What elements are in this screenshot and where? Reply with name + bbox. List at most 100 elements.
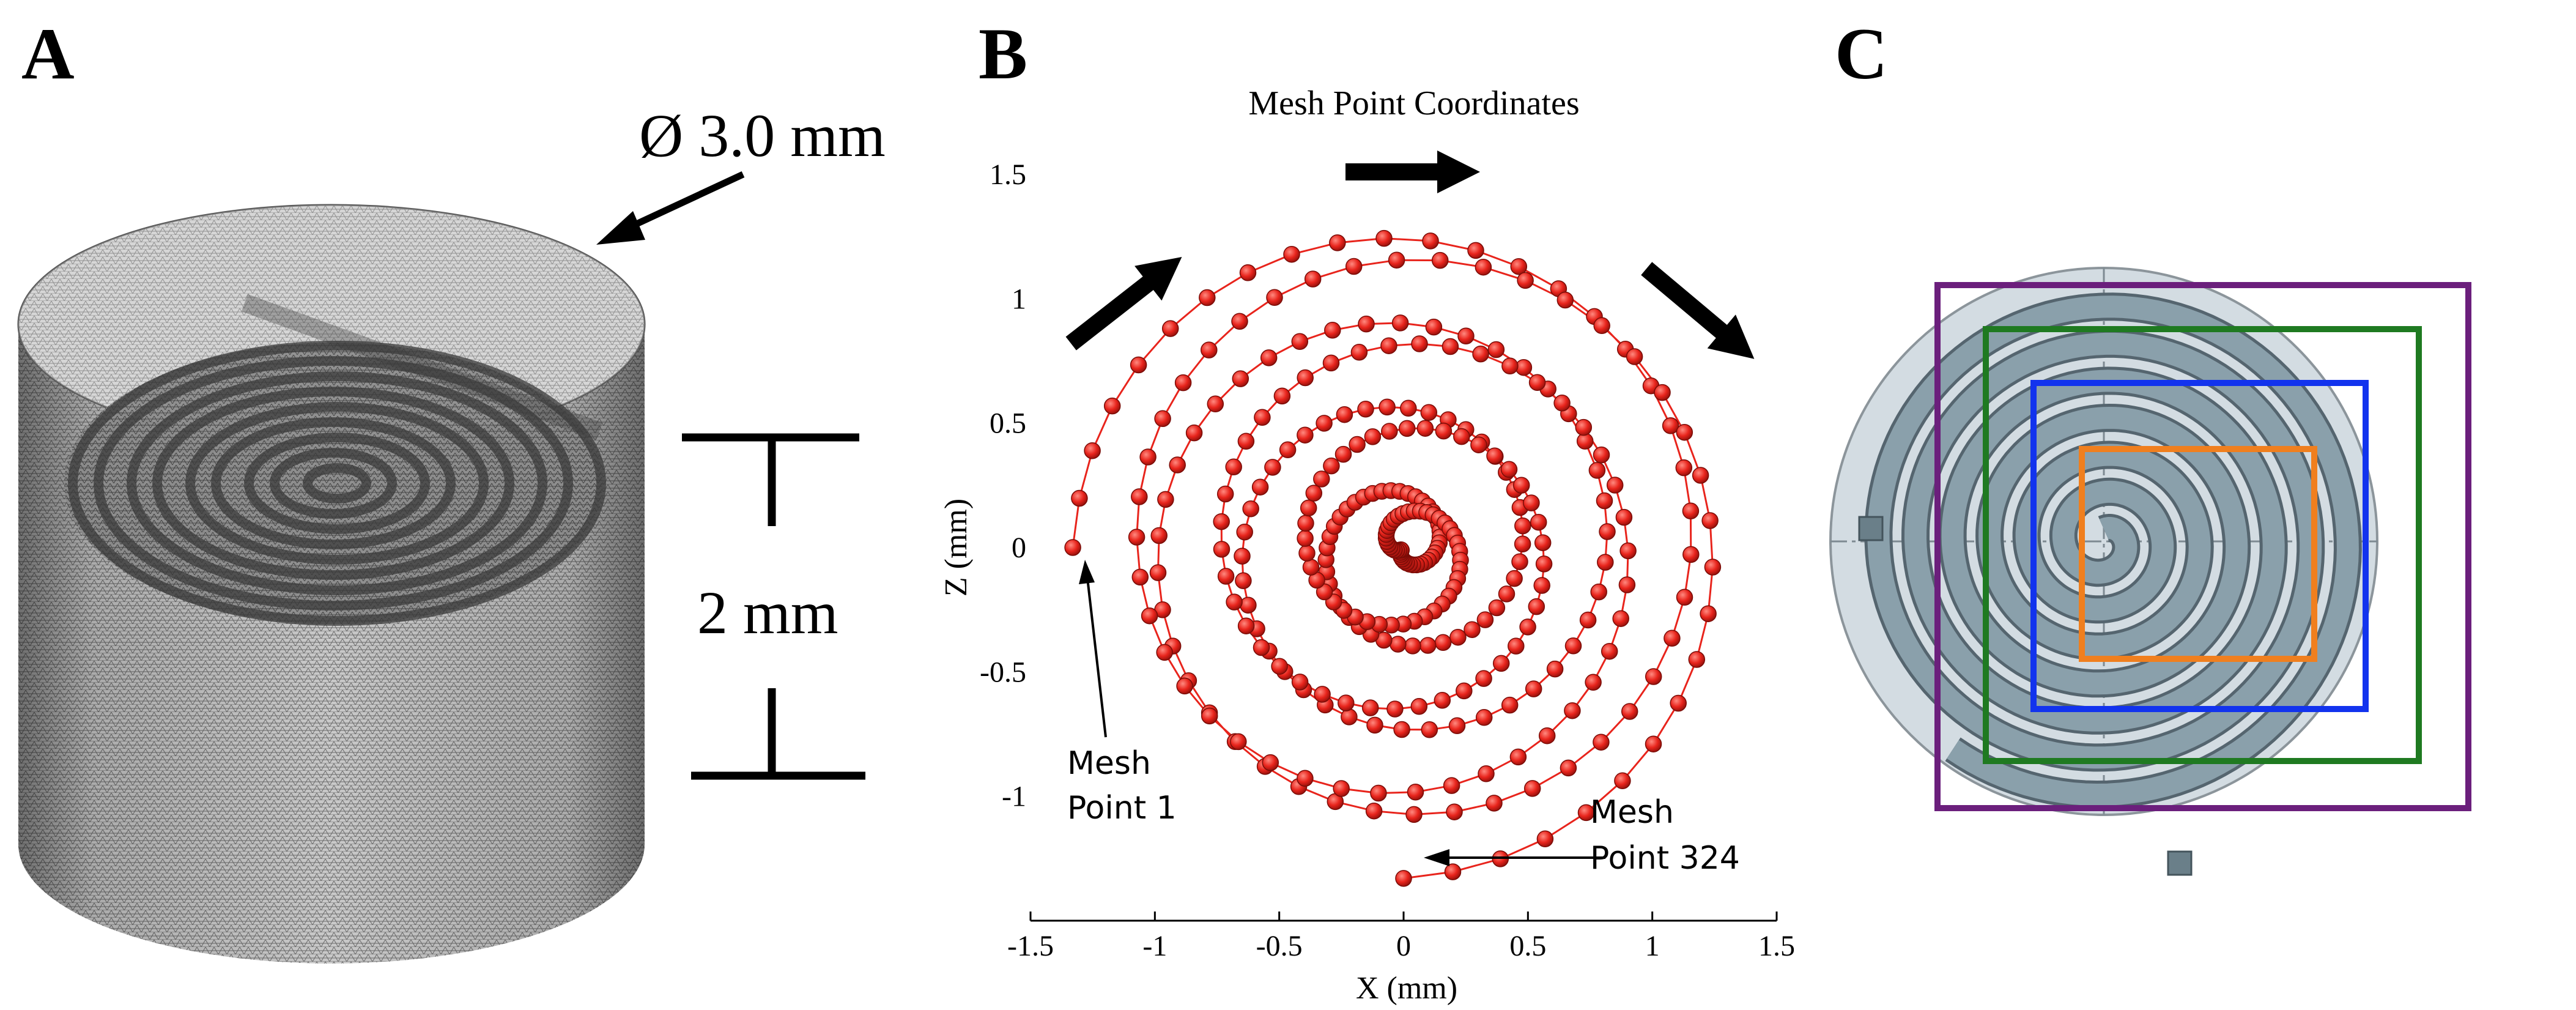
coil-end-start [1858,516,1884,541]
mesh-point [1235,572,1252,590]
mesh-point [1475,258,1492,276]
mesh-point [1283,245,1300,263]
mesh-point [1434,692,1451,709]
mesh-point [1416,420,1434,437]
end-annotation: Mesh Point 324 [1424,794,1740,877]
coil-spiral [1864,292,2362,809]
mesh-point [1379,398,1396,416]
embedded-coil [64,294,606,626]
spiral-markers [1064,229,1722,887]
mesh-point [1341,708,1358,726]
coil-ring [185,402,489,565]
mesh-point [1370,784,1387,802]
mesh-point [1316,583,1333,601]
direction-arrow-left [1065,256,1182,351]
mesh-point [1579,611,1597,629]
mesh-point [1226,593,1243,611]
mesh-point [1536,830,1554,848]
x-tick-label: -1.5 [1007,930,1054,962]
mesh-point [1236,523,1253,541]
mesh-point [1393,721,1410,738]
mesh-point [1411,335,1428,352]
mesh-point [1388,251,1405,269]
diameter-arrow [596,171,745,245]
mesh-point [1487,341,1505,358]
mesh-point [1517,272,1534,289]
mesh-point [1273,387,1291,405]
mesh-point [1297,770,1314,787]
mesh-point [1313,470,1330,488]
mesh-point [1239,264,1257,281]
mesh-point [1530,513,1547,531]
y-tick-label: 0 [1012,532,1026,564]
mesh-point [1131,488,1148,505]
mesh-point [1645,735,1662,752]
mesh-point [1230,733,1247,751]
start-annotation-line1: Mesh [1067,745,1151,782]
mesh-point [1538,727,1556,745]
mesh-point [1701,512,1719,529]
mesh-point [1508,637,1525,655]
mesh-point [1692,467,1709,484]
mesh-point [1425,318,1443,336]
mesh-point [1599,523,1616,540]
mesh-point [1271,658,1288,675]
mesh-point [1514,517,1531,535]
mesh-point [1560,759,1577,777]
mesh-point [1386,700,1404,718]
mesh-point [1533,577,1550,594]
coil-disk [1829,267,2378,876]
mesh-point [1476,611,1494,628]
mesh-point [1514,535,1531,553]
mesh-point [1500,461,1518,478]
panel-c-label: C [1835,13,1888,94]
height-label: 2 mm [697,579,838,647]
end-annotation-line1: Mesh [1590,794,1674,831]
mesh-point [1670,694,1687,712]
direction-arrow-right [1641,262,1755,359]
mesh-point [1456,682,1473,700]
mesh-point [1131,568,1149,586]
mesh-point [1297,514,1314,532]
x-tick-label: 1.5 [1758,930,1795,962]
mesh-point [1662,417,1679,434]
mesh-point [1297,369,1314,387]
mesh-point [1213,513,1230,530]
mesh-point [1260,349,1278,366]
mesh-point [1654,384,1671,401]
mesh-point [1364,428,1382,445]
mesh-point [1612,610,1629,627]
mesh-point [1511,553,1528,570]
panel-a: A Ø 3.0 mm 2 mm [17,13,886,964]
mesh-point [1435,422,1453,440]
mesh-point [1304,270,1322,288]
mesh-point [1422,232,1439,250]
mesh-point [1201,341,1218,358]
mesh-point [1314,686,1331,703]
mesh-point [1675,459,1693,477]
coil-end-finish [2167,850,2193,876]
mesh-point [1234,548,1251,565]
mesh-point [1357,401,1374,418]
mesh-point [1448,717,1466,735]
mesh-point [1237,617,1255,634]
mesh-point [1528,374,1546,391]
mesh-point [1266,289,1283,306]
mesh-point [1682,502,1700,520]
mesh-point [1345,258,1363,275]
mesh-point [1506,570,1523,587]
mesh-point [1626,348,1643,365]
end-annotation-line2: Point 324 [1590,840,1740,877]
mesh-point [1375,229,1393,247]
mesh-point [1154,410,1171,428]
y-tick-label: -1 [1002,781,1026,813]
mesh-point [1431,251,1449,269]
mesh-point [1453,428,1470,445]
mesh-point [1336,406,1353,423]
start-annotation: Mesh Point 1 [1067,560,1177,826]
mesh-point [1380,337,1397,354]
mesh-point [1251,478,1269,496]
mesh-point [1207,395,1224,413]
roi-box-purple [1934,282,2471,811]
mesh-point [1475,709,1493,726]
